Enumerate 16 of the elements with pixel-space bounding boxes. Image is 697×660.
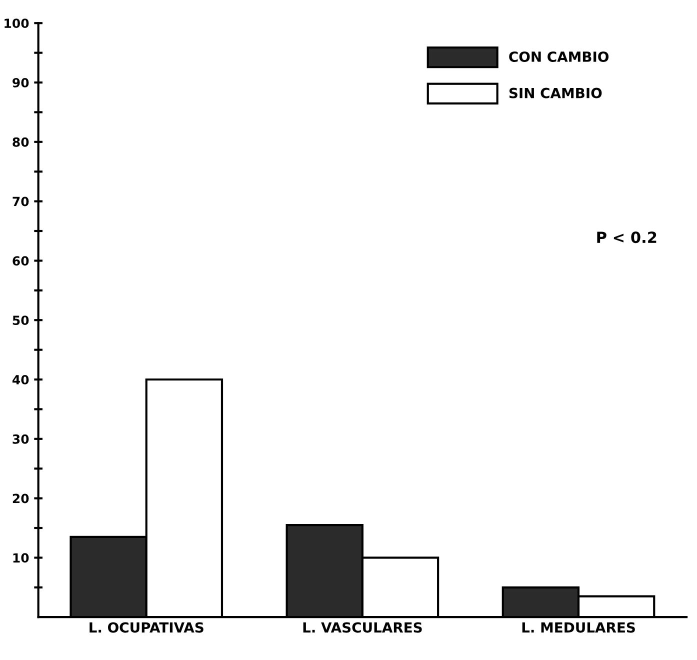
y-tick-label: 70	[12, 196, 29, 206]
legend-label: CON CAMBIO	[509, 51, 609, 62]
y-tick-label: 80	[12, 137, 29, 147]
y-tick-label: 60	[12, 256, 29, 266]
y-tick-label: 10	[13, 553, 29, 563]
y-tick-label: 30	[12, 434, 29, 444]
y-tick-label: 50	[12, 316, 29, 326]
legend-label: SIN CAMBIO	[509, 88, 602, 98]
x-tick-label: L. MEDULARES	[522, 622, 635, 633]
y-tick-label: 40	[12, 374, 29, 384]
y-tick-label: 90	[12, 78, 29, 88]
y-tick-label: 20	[12, 494, 29, 504]
x-tick-label: L. VASCULARES	[303, 622, 422, 633]
x-tick-label: L. OCUPATIVAS	[90, 622, 204, 633]
annotation: P < 0.2	[597, 232, 656, 244]
y-tick-label: 100	[4, 18, 29, 28]
